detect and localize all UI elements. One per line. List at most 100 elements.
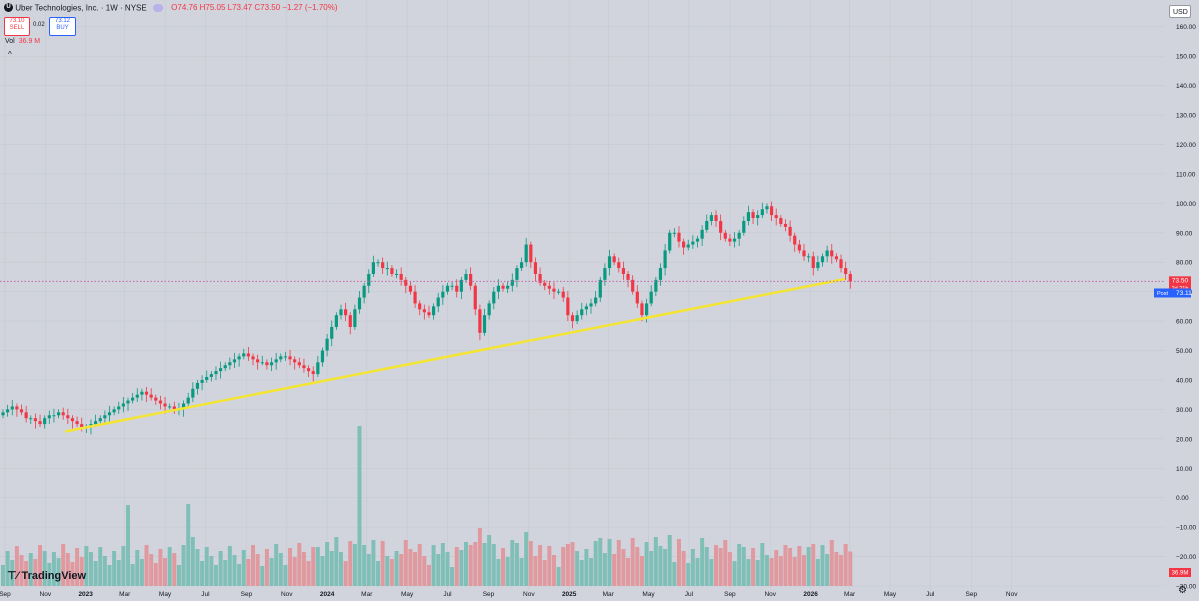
candle-body xyxy=(205,377,209,380)
candle-body xyxy=(348,315,352,327)
y-tick-label: 0.00 xyxy=(1176,495,1189,502)
x-tick-label: Nov xyxy=(1006,591,1018,598)
volume-bar xyxy=(690,549,695,586)
grid xyxy=(0,0,1165,590)
volume-bar xyxy=(542,560,547,586)
volume-bar xyxy=(204,547,209,586)
gear-icon[interactable]: ⚙ xyxy=(1178,585,1187,596)
candle-body xyxy=(135,394,139,398)
x-tick-label: Nov xyxy=(281,591,293,598)
candle-body xyxy=(228,362,232,366)
currency-selector[interactable]: USD xyxy=(1169,5,1191,18)
volume-bar xyxy=(209,556,214,586)
indicator-badge-icon[interactable] xyxy=(152,3,163,12)
trendline[interactable] xyxy=(64,277,846,433)
post-label: Post xyxy=(1157,291,1168,297)
volume-bar xyxy=(264,549,269,586)
volume-bar xyxy=(663,549,668,586)
candle-body xyxy=(566,297,570,316)
candle-body xyxy=(131,397,135,401)
volume-bar xyxy=(454,547,459,586)
volume-bar xyxy=(357,426,362,586)
y-tick-label: 80.00 xyxy=(1176,260,1193,267)
volume-bar xyxy=(741,547,746,586)
volume-bar xyxy=(649,551,654,586)
volume-bar xyxy=(778,556,783,586)
collapse-caret-icon[interactable]: ^ xyxy=(8,50,12,59)
volume-bar xyxy=(38,545,43,586)
tradingview-logo[interactable]: ⊤⁄ TradingView xyxy=(7,569,86,582)
y-tick-label: −20.00 xyxy=(1176,554,1196,561)
volume-bar xyxy=(565,544,570,586)
candle-body xyxy=(668,232,672,251)
ohlc-readout: O74.76 H75.05 L73.47 C73.50 −1.27 (−1.70… xyxy=(171,3,338,13)
candle-body xyxy=(195,382,200,389)
volume-bar xyxy=(297,543,302,586)
candle-body xyxy=(334,315,338,327)
volume-bar xyxy=(815,559,820,586)
volume-bar xyxy=(584,549,589,586)
y-tick-label: 30.00 xyxy=(1176,407,1193,414)
volume-bar xyxy=(10,560,15,586)
volume-bar xyxy=(334,537,339,586)
candle-body xyxy=(816,262,820,269)
volume-bar xyxy=(112,551,117,586)
y-tick-label: 60.00 xyxy=(1176,319,1193,326)
volume-bar xyxy=(848,551,853,586)
volume-bar xyxy=(241,550,246,586)
candle-body xyxy=(283,356,288,358)
candle-body xyxy=(705,220,709,230)
candle-body xyxy=(209,374,213,378)
volume-bar xyxy=(84,546,89,586)
candle-body xyxy=(237,356,241,360)
candle-body xyxy=(320,350,325,363)
candle-body xyxy=(594,297,598,304)
candle-body xyxy=(381,262,385,269)
candle-body xyxy=(274,359,278,363)
candle-body xyxy=(121,403,125,407)
time-axis[interactable]: Sep Nov 2023 Mar May Jul Sep Nov 2024 Mar May Jul Se… xyxy=(0,591,1018,598)
y-tick-label: 20.00 xyxy=(1176,436,1193,443)
candle-body xyxy=(848,273,852,282)
candle-body xyxy=(774,215,778,219)
candle-body xyxy=(158,400,163,404)
candle-body xyxy=(302,365,306,369)
x-tick-label: Sep xyxy=(966,591,978,598)
volume-bar xyxy=(47,563,52,586)
candle-body xyxy=(654,279,658,292)
volume-bar xyxy=(422,556,427,586)
candle-body xyxy=(631,279,635,292)
volume-bar xyxy=(473,542,478,586)
candle-body xyxy=(371,262,375,274)
candle-body xyxy=(621,268,626,274)
volume-bar xyxy=(399,554,404,586)
candle-body xyxy=(649,291,653,304)
last-price-label: 73.50 xyxy=(1172,277,1189,284)
volume-bar xyxy=(834,552,839,586)
sell-button[interactable]: 73.10 SELL xyxy=(4,17,30,36)
candle-body xyxy=(686,244,690,248)
y-tick-label: −30.00 xyxy=(1176,584,1196,591)
buy-button[interactable]: 73.12 BUY xyxy=(49,17,76,36)
volume-bar xyxy=(306,561,311,586)
volume-bar xyxy=(107,565,112,586)
volume-bar xyxy=(176,565,181,586)
x-tick-label: 2023 xyxy=(78,591,93,598)
volume-bar xyxy=(797,546,802,586)
volume-bar xyxy=(292,557,297,586)
candle-body xyxy=(677,232,681,242)
candle-body xyxy=(404,279,408,286)
volume-bar xyxy=(51,552,56,586)
volume-bar xyxy=(274,544,279,586)
volume-bar xyxy=(806,547,811,586)
candle-body xyxy=(431,306,436,316)
chart-header: U Uber Technologies, Inc. · 1W · NYSE O7… xyxy=(4,3,338,13)
volume-bar xyxy=(811,544,816,586)
volume-bar xyxy=(723,540,728,586)
volume-bar xyxy=(75,548,80,586)
volume-bar xyxy=(320,556,325,586)
symbol-title[interactable]: Uber Technologies, Inc. · 1W · NYSE xyxy=(15,3,147,13)
price-axis[interactable]: 160.00 150.00 140.00 130.00 120.00 110.00 100.… xyxy=(1165,0,1199,601)
candle-body xyxy=(269,362,274,366)
